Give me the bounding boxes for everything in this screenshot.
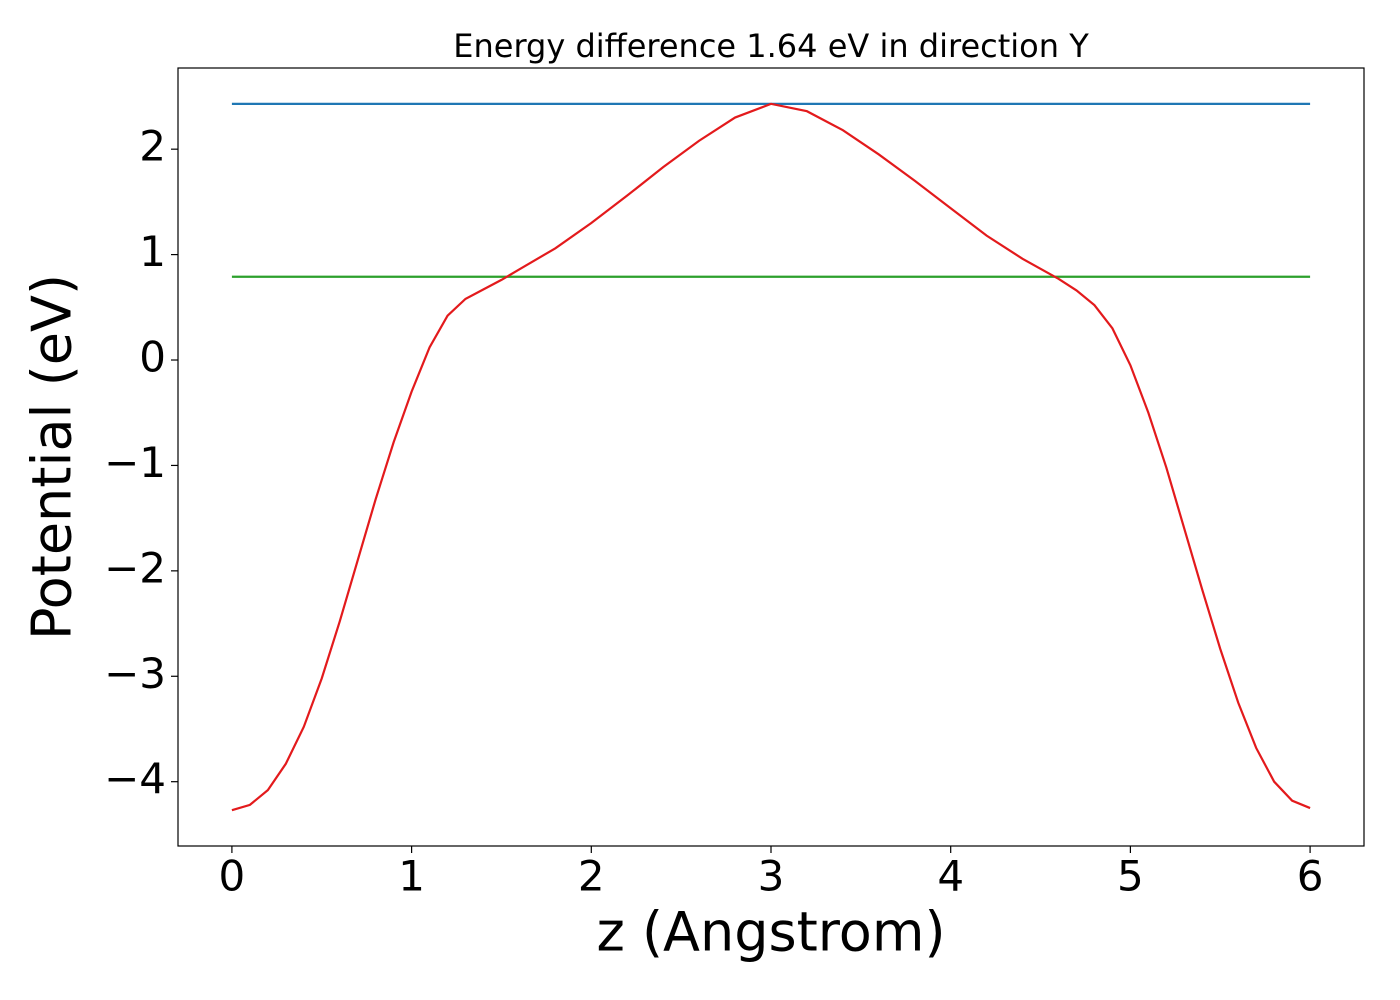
x-tick-label: 5 — [1117, 852, 1144, 901]
x-tick-label: 3 — [758, 852, 785, 901]
data-line — [231, 102, 1311, 812]
y-tick-label: −4 — [104, 754, 166, 803]
y-tick-label: 1 — [139, 227, 166, 276]
plot-frame — [177, 67, 1365, 847]
y-tick-label: −2 — [104, 543, 166, 592]
y-tick-label: 0 — [139, 333, 166, 382]
x-tick-label: 1 — [398, 852, 425, 901]
x-axis-label: z (Angstrom) — [596, 901, 945, 964]
y-axis-label: Potential (eV) — [21, 274, 84, 640]
x-tick-label: 0 — [219, 852, 246, 901]
x-tick-label: 2 — [578, 852, 605, 901]
x-tick-label: 4 — [937, 852, 964, 901]
chart-title: Energy difference 1.64 eV in direction Y — [453, 27, 1089, 65]
y-tick-label: −3 — [104, 649, 166, 698]
y-tick-label: 2 — [139, 122, 166, 171]
x-tick-label: 6 — [1297, 852, 1324, 901]
y-tick-label: −1 — [104, 438, 166, 487]
